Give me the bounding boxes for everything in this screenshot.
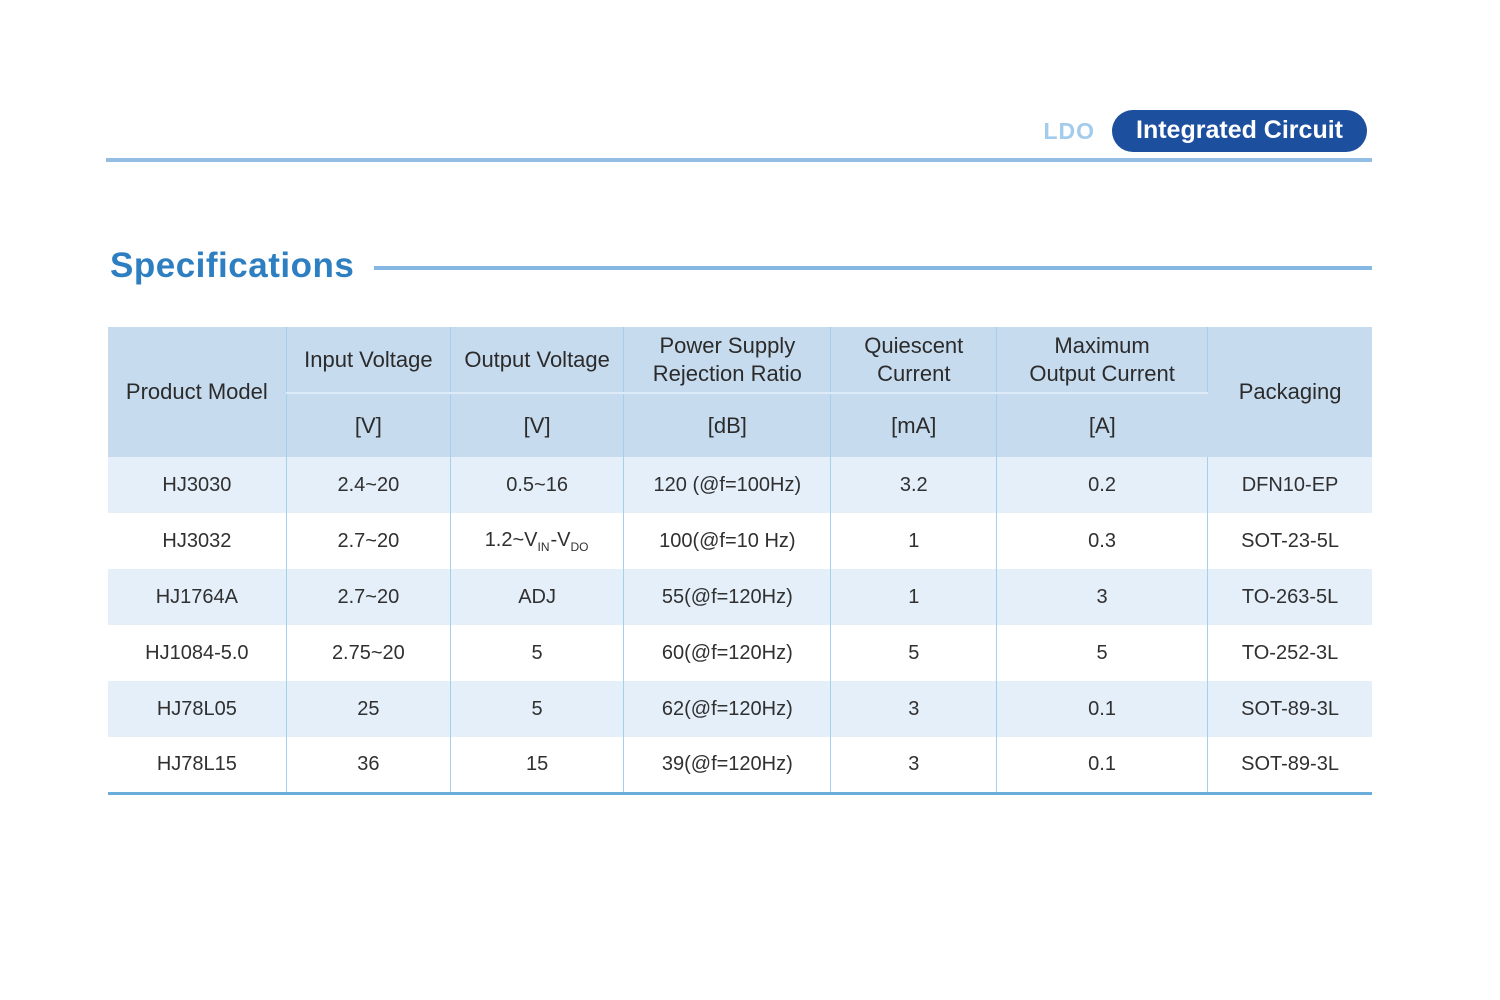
table-header: Product Model Input Voltage Output Volta… [108,327,1372,457]
cell-quiescent-current: 1 [830,513,998,569]
cell-max-output-current: 5 [996,625,1209,681]
cell-output-voltage: 1.2~VIN-VDO [450,513,625,569]
category-label: LDO [1043,117,1096,144]
specifications-table-container: Product Model Input Voltage Output Volta… [108,327,1372,795]
unit-input-voltage: [V] [286,392,452,457]
cell-input-voltage: 2.7~20 [286,513,452,569]
cell-output-voltage: 5 [450,625,625,681]
cell-packaging: DFN10-EP [1207,457,1372,513]
col-header-psrr: Power Supply Rejection Ratio [623,327,832,393]
cell-output-voltage: ADJ [450,569,625,625]
cell-product-model: HJ3032 [108,513,287,569]
header-divider-rule [106,158,1372,162]
cell-psrr: 120 (@f=100Hz) [623,457,832,513]
table-row: HJ3032 2.7~20 1.2~VIN-VDO 100(@f=10 Hz) … [108,513,1372,569]
cell-quiescent-current: 3 [830,737,998,793]
product-type-badge: Integrated Circuit [1112,110,1367,152]
cell-max-output-current: 0.2 [996,457,1209,513]
col-header-packaging: Packaging [1207,327,1372,457]
cell-packaging: TO-252-3L [1207,625,1372,681]
cell-input-voltage: 2.7~20 [286,569,452,625]
col-header-max-output-current: Maximum Output Current [996,327,1209,393]
unit-output-voltage: [V] [450,392,625,457]
cell-packaging: SOT-89-3L [1207,737,1372,793]
cell-output-voltage: 5 [450,681,625,737]
table-row: HJ78L15 36 15 39(@f=120Hz) 3 0.1 SOT-89-… [108,737,1372,793]
cell-quiescent-current: 5 [830,625,998,681]
cell-quiescent-current: 3 [830,681,998,737]
header-row-labels: Product Model Input Voltage Output Volta… [108,327,1372,457]
cell-input-voltage: 2.4~20 [286,457,452,513]
cell-max-output-current: 0.3 [996,513,1209,569]
col-header-product-model: Product Model [108,327,287,457]
cell-max-output-current: 0.1 [996,737,1209,793]
cell-product-model: HJ3030 [108,457,287,513]
cell-psrr: 39(@f=120Hz) [623,737,832,793]
cell-packaging: SOT-23-5L [1207,513,1372,569]
col-header-output-voltage: Output Voltage [450,327,625,393]
col-header-quiescent-current: Quiescent Current [830,327,998,393]
header-row-units: [V] [V] [dB] [mA] [A] [108,392,1372,457]
cell-max-output-current: 3 [996,569,1209,625]
cell-input-voltage: 36 [286,737,452,793]
cell-quiescent-current: 1 [830,569,998,625]
cell-product-model: HJ1764A [108,569,287,625]
cell-psrr: 62(@f=120Hz) [623,681,832,737]
unit-quiescent-current: [mA] [830,392,998,457]
table-body: HJ3030 2.4~20 0.5~16 120 (@f=100Hz) 3.2 … [108,457,1372,793]
cell-product-model: HJ1084-5.0 [108,625,287,681]
cell-product-model: HJ78L05 [108,681,287,737]
cell-product-model: HJ78L15 [108,737,287,793]
col-header-input-voltage: Input Voltage [286,327,452,393]
unit-max-output-current: [A] [996,392,1208,457]
table-row: HJ1084-5.0 2.75~20 5 60(@f=120Hz) 5 5 TO… [108,625,1372,681]
cell-output-voltage: 0.5~16 [450,457,625,513]
table-row: HJ3030 2.4~20 0.5~16 120 (@f=100Hz) 3.2 … [108,457,1372,513]
cell-input-voltage: 25 [286,681,452,737]
cell-packaging: TO-263-5L [1207,569,1372,625]
table-row: HJ1764A 2.7~20 ADJ 55(@f=120Hz) 1 3 TO-2… [108,569,1372,625]
table-row: HJ78L05 25 5 62(@f=120Hz) 3 0.1 SOT-89-3… [108,681,1372,737]
cell-psrr: 55(@f=120Hz) [623,569,832,625]
brand-header: LDO Integrated Circuit [1043,110,1367,152]
cell-output-voltage: 15 [450,737,625,793]
cell-packaging: SOT-89-3L [1207,681,1372,737]
specifications-table: Product Model Input Voltage Output Volta… [108,327,1372,795]
unit-psrr: [dB] [623,392,832,457]
section-heading: Specifications [110,246,1372,286]
cell-input-voltage: 2.75~20 [286,625,452,681]
cell-max-output-current: 0.1 [996,681,1209,737]
section-title: Specifications [110,246,355,285]
section-title-rule [374,266,1372,270]
cell-psrr: 60(@f=120Hz) [623,625,832,681]
cell-quiescent-current: 3.2 [830,457,998,513]
cell-psrr: 100(@f=10 Hz) [623,513,832,569]
